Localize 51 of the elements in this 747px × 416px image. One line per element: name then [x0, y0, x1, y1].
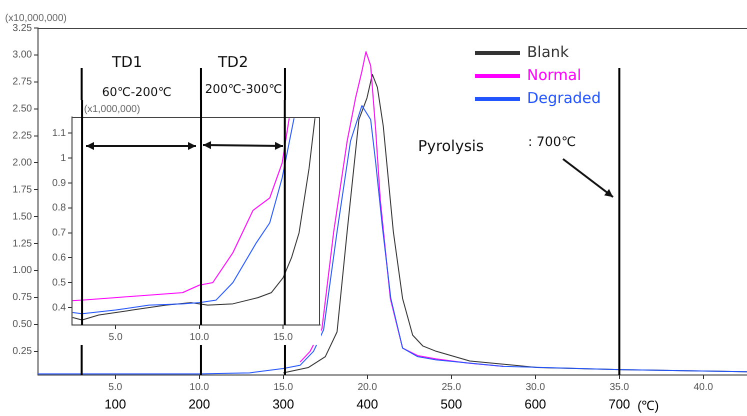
x2-tick-label: 700	[608, 396, 630, 412]
y-tick-label: 0.6	[52, 252, 66, 264]
y-tick-label: 0.9	[52, 178, 66, 189]
y-tick-label: 0.4	[52, 302, 66, 314]
x-tick-label: 10.0	[190, 382, 210, 393]
x2-tick-label: 300	[272, 396, 294, 412]
y-tick-label: 2.75	[12, 76, 32, 88]
y-tick-label: 2.50	[12, 104, 32, 115]
y-tick-label: 1.50	[12, 211, 32, 222]
annotation: 200℃-300℃	[205, 82, 282, 96]
y-tick-label: 0.8	[52, 202, 66, 214]
y-tick-label: 0.7	[52, 228, 66, 239]
legend-label: Degraded	[527, 88, 601, 107]
x-tick-label: 25.0	[442, 382, 462, 393]
y-tick-label: 0.5	[52, 277, 66, 288]
x-tick-label: 10.0	[190, 332, 210, 343]
x-tick-label: 5.0	[108, 332, 123, 343]
x-tick-label: 40.0	[694, 382, 714, 393]
y-tick-label: 0.50	[12, 319, 32, 330]
x2-tick-label: 200	[188, 396, 210, 412]
y-tick-label: 1.25	[12, 238, 32, 250]
y-tick-label: 1.00	[12, 265, 32, 276]
y-tick-label: 3.00	[12, 50, 32, 61]
y-axis-title: (x10,000,000)	[5, 13, 67, 24]
x2-tick-label: 400	[356, 396, 378, 412]
x2-axis-title: (℃)	[637, 398, 659, 413]
x2-tick-label: 100	[104, 396, 126, 412]
y-tick-label: 2.25	[12, 130, 32, 142]
x-tick-label: 20.0	[358, 382, 378, 393]
annotation: Pyrolysis	[418, 137, 484, 155]
annotation: TD2	[217, 53, 248, 71]
x-tick-label: 15.0	[273, 332, 294, 343]
annotation: 60℃-200℃	[102, 85, 172, 99]
annotation: TD1	[111, 53, 142, 71]
y-tick-label: 0.75	[12, 292, 32, 304]
legend-label: Normal	[527, 66, 582, 84]
y-axis-title: (x1,000,000)	[84, 104, 140, 115]
x-tick-label: 15.0	[274, 382, 294, 393]
y-tick-label: 3.25	[12, 22, 32, 34]
legend-label: Blank	[527, 42, 570, 61]
x2-tick-label: 600	[524, 396, 546, 412]
x-tick-label: 35.0	[610, 382, 630, 393]
x2-tick-label: 500	[440, 396, 462, 412]
x-tick-label: 30.0	[526, 382, 546, 393]
x-tick-label: 5.0	[108, 382, 123, 393]
annotation: : 700℃	[528, 135, 576, 150]
y-tick-label: 0.25	[12, 346, 32, 358]
y-tick-label: 2.00	[12, 157, 32, 168]
y-tick-label: 1	[60, 152, 66, 164]
y-tick-label: 1.1	[52, 128, 66, 139]
y-tick-label: 1.75	[12, 184, 32, 196]
